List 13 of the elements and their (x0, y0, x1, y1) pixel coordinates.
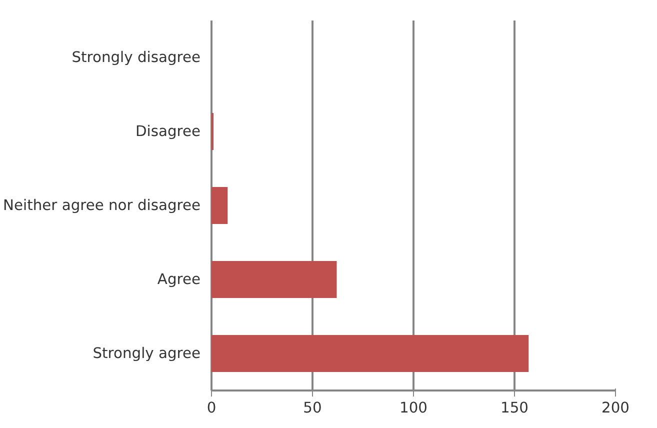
bar (212, 187, 228, 224)
bar (212, 335, 529, 372)
bar (212, 261, 337, 298)
x-tick-label: 100 (400, 400, 428, 416)
y-tick-label: Disagree (135, 123, 200, 140)
x-tick-label: 0 (206, 400, 216, 416)
y-tick-label: Neither agree nor disagree (3, 197, 201, 214)
y-tick-label: Agree (157, 271, 201, 288)
y-tick-label: Strongly disagree (72, 49, 201, 66)
x-tick-label: 150 (500, 400, 528, 416)
y-tick-label: Strongly agree (92, 345, 201, 362)
x-tick-label: 200 (602, 400, 630, 416)
x-tick-label: 50 (303, 400, 322, 416)
